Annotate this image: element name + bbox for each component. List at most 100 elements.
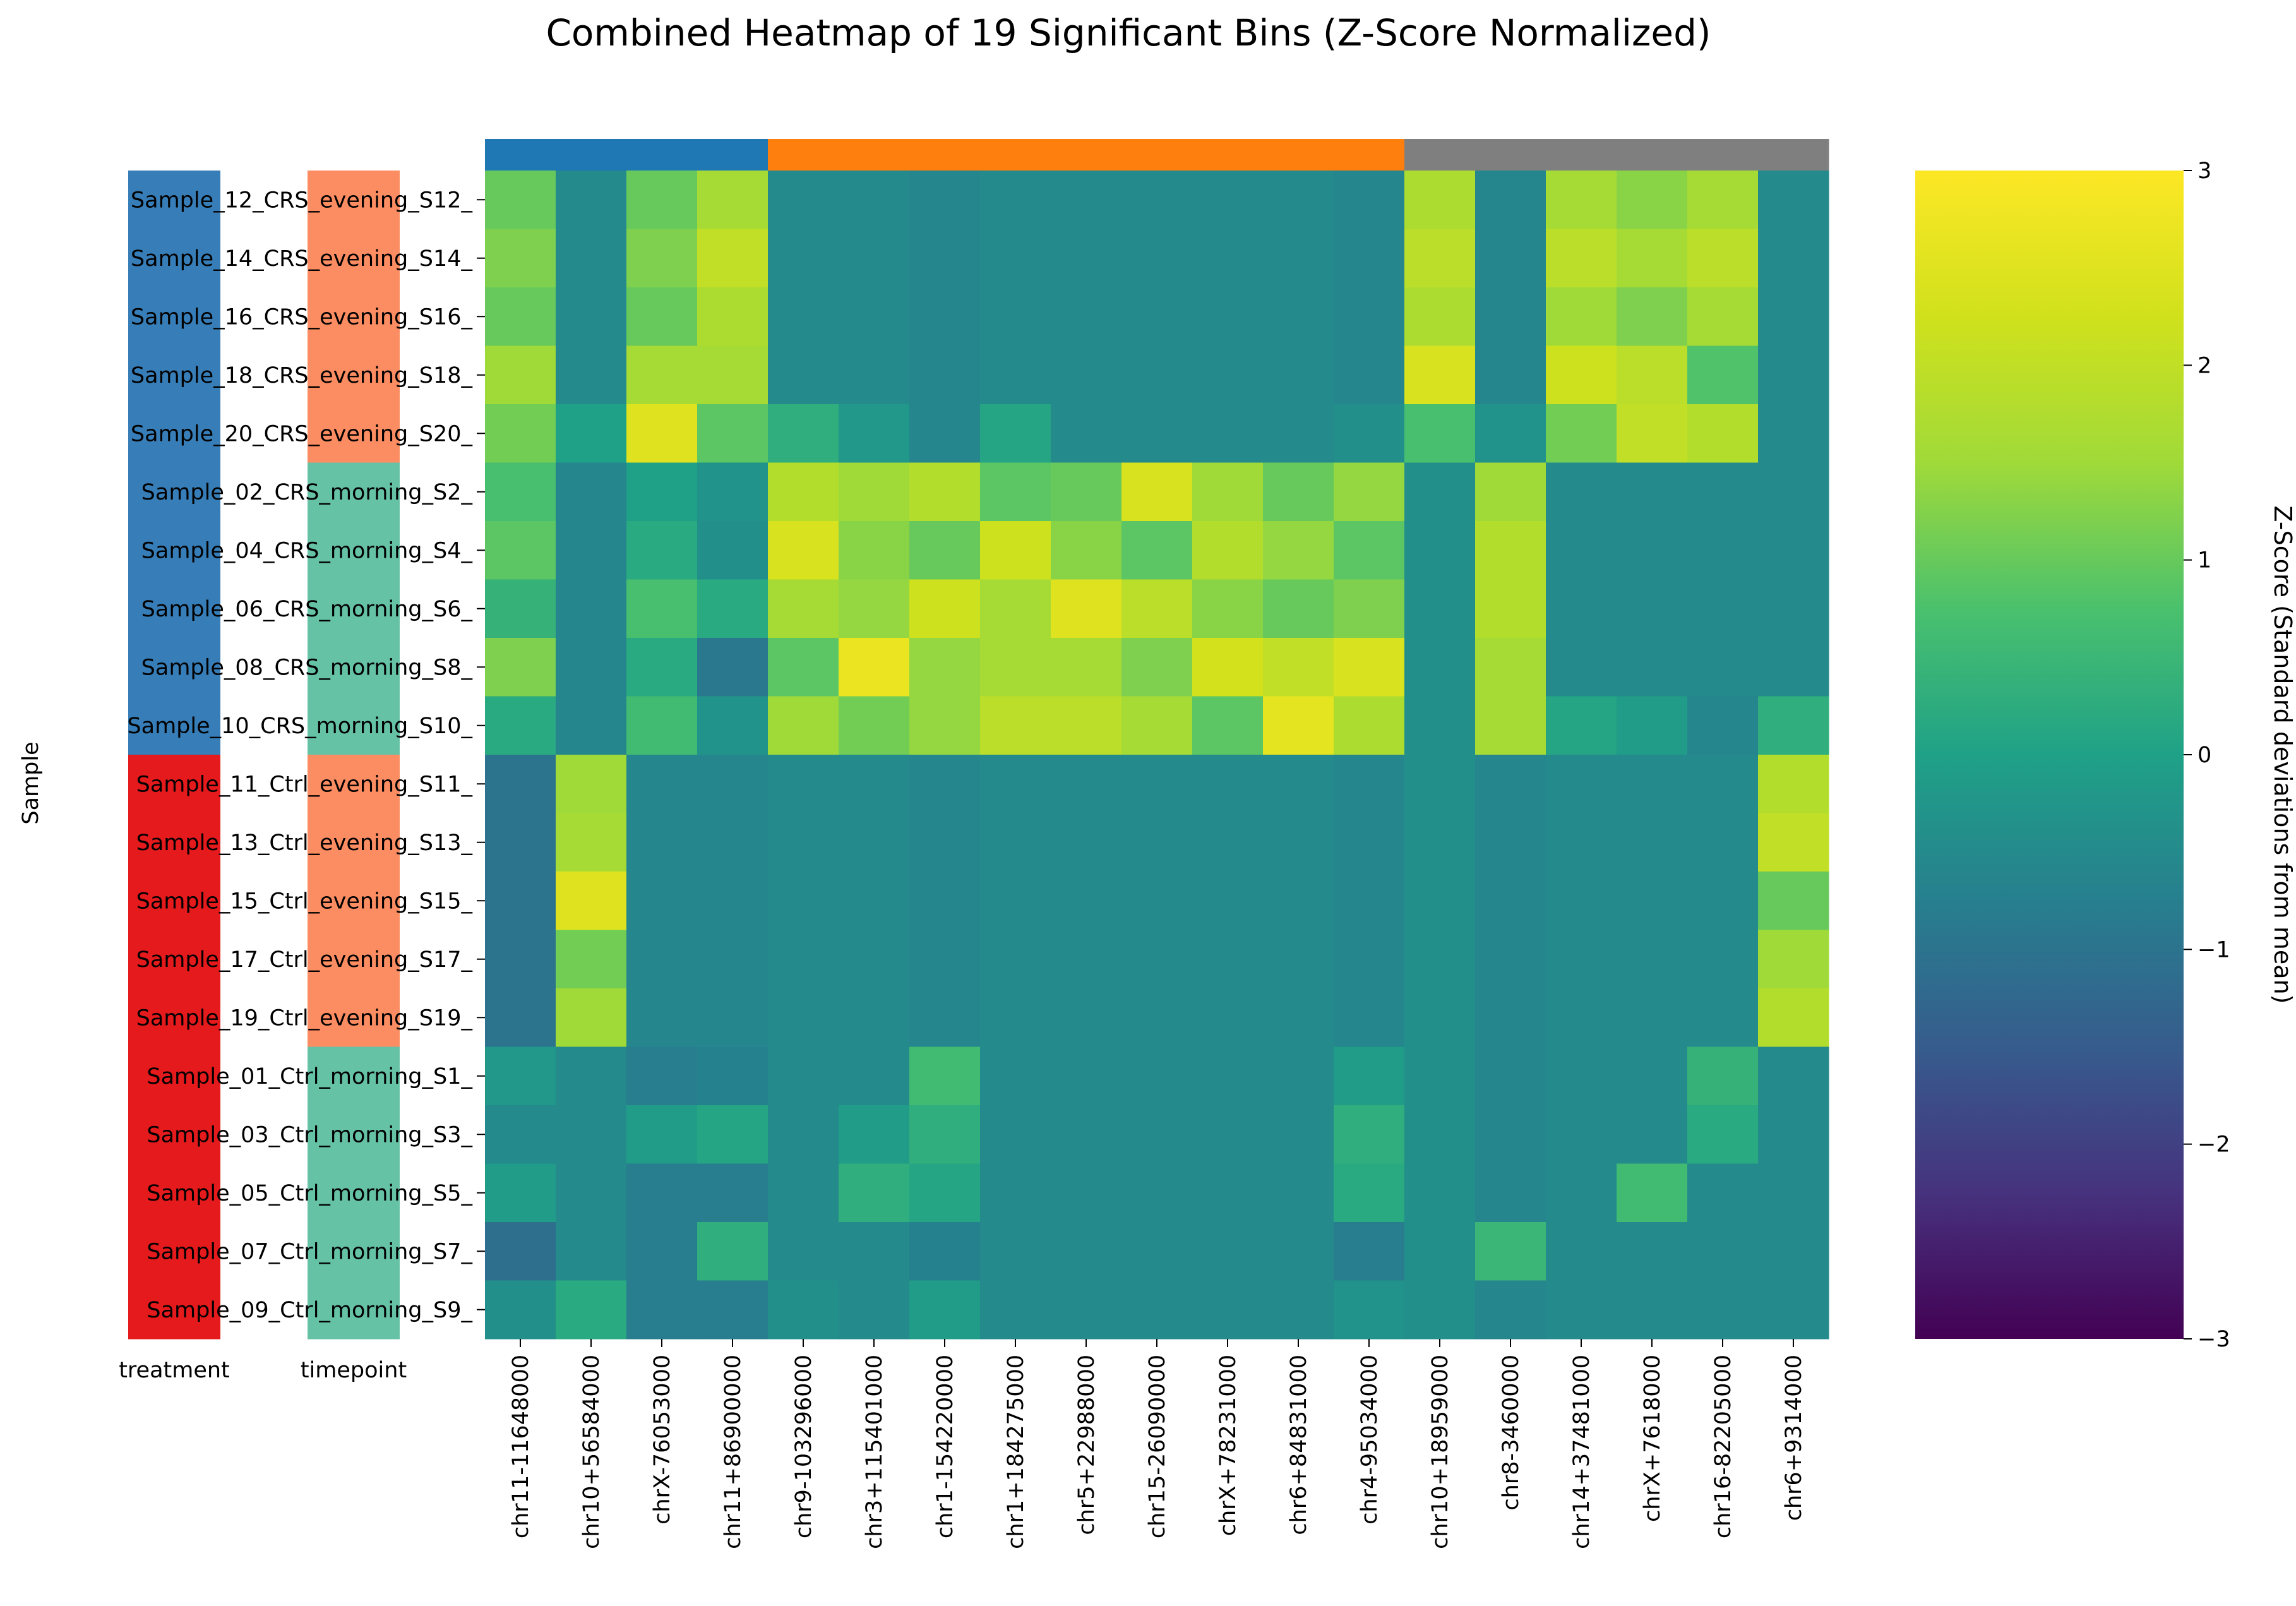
- heatmap-cell: [1617, 1046, 1688, 1106]
- colorbar-tick-label: −2: [2197, 1132, 2230, 1158]
- heatmap-cell: [485, 345, 556, 405]
- heatmap-cell: [1475, 229, 1546, 288]
- column-label: chr10+56584000: [579, 1355, 604, 1549]
- heatmap-cell: [909, 521, 981, 580]
- heatmap-cell: [626, 755, 698, 814]
- heatmap-cell: [1687, 345, 1759, 405]
- heatmap-cell: [768, 345, 839, 405]
- heatmap-cell: [556, 872, 627, 931]
- row-label: Sample_17_Ctrl_evening_S17_: [136, 947, 473, 973]
- heatmap-cell: [980, 988, 1051, 1048]
- colorbar-tick-label: −1: [2197, 937, 2230, 962]
- heatmap-cell: [1617, 345, 1688, 405]
- row-label: Sample_01_Ctrl_morning_S1_: [146, 1064, 472, 1089]
- row-labels: Sample_12_CRS_evening_S12_ Sample_14_CRS_…: [127, 188, 485, 1323]
- row-label: Sample_14_CRS_evening_S14_: [131, 246, 473, 272]
- timepoint-annotation-cell: [308, 813, 400, 872]
- heatmap-cell: [1758, 579, 1829, 638]
- heatmap-cell: [556, 345, 627, 405]
- heatmap-cell: [1758, 287, 1829, 347]
- heatmap-cell: [1263, 930, 1334, 989]
- heatmap-cell: [839, 287, 910, 347]
- row-label: Sample_16_CRS_evening_S16_: [131, 304, 473, 330]
- heatmap-cell: [1404, 755, 1476, 814]
- heatmap-cell: [1546, 638, 1617, 697]
- heatmap-cell: [1404, 345, 1476, 405]
- column-label: chr14+37481000: [1569, 1355, 1594, 1549]
- column-label: chr3+115401000: [862, 1355, 887, 1549]
- heatmap-cell: [697, 638, 768, 697]
- column-label: chrX+7618000: [1640, 1355, 1665, 1522]
- heatmap-cell: [1334, 404, 1405, 464]
- heatmap-cell: [1121, 813, 1193, 872]
- column-label: chr11+86900000: [720, 1355, 746, 1549]
- timepoint-annotation-cell: [308, 521, 400, 580]
- heatmap-cell: [839, 1163, 910, 1223]
- heatmap-cell: [1475, 521, 1546, 580]
- heatmap-cell: [980, 1105, 1051, 1165]
- heatmap-cell: [1121, 462, 1193, 522]
- heatmap-cell: [485, 638, 556, 697]
- heatmap-cell: [980, 404, 1051, 464]
- heatmap-cell: [839, 755, 910, 814]
- heatmap-cell: [1758, 1222, 1829, 1281]
- heatmap-cell: [1121, 1280, 1193, 1339]
- timepoint-annotation-cell: [308, 1280, 400, 1339]
- heatmap-cell: [1121, 988, 1193, 1048]
- heatmap-cell: [697, 1105, 768, 1165]
- timepoint-annotation-cell: [308, 930, 400, 989]
- heatmap-cell: [1687, 988, 1759, 1048]
- heatmap-cell: [1404, 171, 1476, 230]
- heatmap-cell: [1758, 462, 1829, 522]
- heatmap-cell: [1121, 1163, 1193, 1223]
- heatmap-cell: [1546, 1222, 1617, 1281]
- heatmap-cell: [485, 404, 556, 464]
- heatmap-cell: [485, 988, 556, 1048]
- heatmap-cell: [909, 1046, 981, 1106]
- heatmap-cell: [768, 1105, 839, 1165]
- heatmap-cell: [1617, 229, 1688, 288]
- heatmap-cell: [1192, 229, 1264, 288]
- treatment-annotation-cell: [128, 462, 220, 522]
- heatmap-cell: [556, 287, 627, 347]
- row-label: Sample_09_Ctrl_morning_S9_: [146, 1298, 472, 1323]
- heatmap-cell: [909, 462, 981, 522]
- heatmap-cell: [1121, 1105, 1193, 1165]
- heatmap-cell: [1758, 988, 1829, 1048]
- heatmap-cell: [909, 696, 981, 755]
- heatmap-cell: [1334, 171, 1405, 230]
- heatmap-cell: [1334, 1280, 1405, 1339]
- heatmap-cell: [1758, 404, 1829, 464]
- heatmap-cell: [1192, 1280, 1264, 1339]
- heatmap-cell: [1121, 1222, 1193, 1281]
- heatmap-cell: [768, 579, 839, 638]
- heatmap-cell: [839, 930, 910, 989]
- column-label: chr10+18959000: [1428, 1355, 1453, 1549]
- heatmap-cell: [1758, 1105, 1829, 1165]
- heatmap-cell: [697, 1046, 768, 1106]
- heatmap-cell: [1051, 696, 1122, 755]
- treatment-annotation-label: treatment: [119, 1358, 230, 1383]
- heatmap-cell: [556, 404, 627, 464]
- heatmap-cell: [1051, 755, 1122, 814]
- heatmap-cell: [626, 579, 698, 638]
- heatmap-cell: [980, 1046, 1051, 1106]
- heatmap-cell: [556, 1280, 627, 1339]
- heatmap-cell: [1404, 1163, 1476, 1223]
- heatmap-cell: [1263, 638, 1334, 697]
- heatmap-cell: [1263, 1105, 1334, 1165]
- timepoint-annotation-cell: [308, 171, 400, 230]
- heatmap-cell: [1546, 1163, 1617, 1223]
- heatmap-cell: [1617, 813, 1688, 872]
- heatmap-cell: [697, 1222, 768, 1281]
- colorbar-gradient: [1915, 171, 2184, 1339]
- row-label: Sample_19_Ctrl_evening_S19_: [136, 1005, 473, 1031]
- column-group-segment-1: [768, 139, 1405, 171]
- heatmap-cell: [1546, 404, 1617, 464]
- heatmap-cell: [1334, 1163, 1405, 1223]
- heatmap-cell: [768, 1222, 839, 1281]
- column-label: chr1-154220000: [933, 1355, 958, 1538]
- heatmap-cell: [1404, 404, 1476, 464]
- heatmap-cell: [1475, 638, 1546, 697]
- heatmap-cell: [556, 930, 627, 989]
